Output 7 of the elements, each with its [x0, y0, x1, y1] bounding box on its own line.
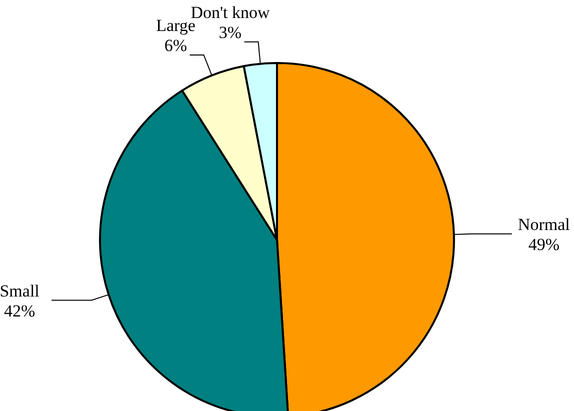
data-label: 42%: [4, 301, 36, 320]
data-label: 49%: [528, 234, 560, 254]
data-label: 3%: [218, 22, 242, 42]
data-label: 6%: [164, 36, 188, 55]
slice-label: Small: [0, 281, 40, 300]
slice-label: Don't know: [190, 2, 271, 22]
slice-label: Normal: [518, 214, 570, 234]
